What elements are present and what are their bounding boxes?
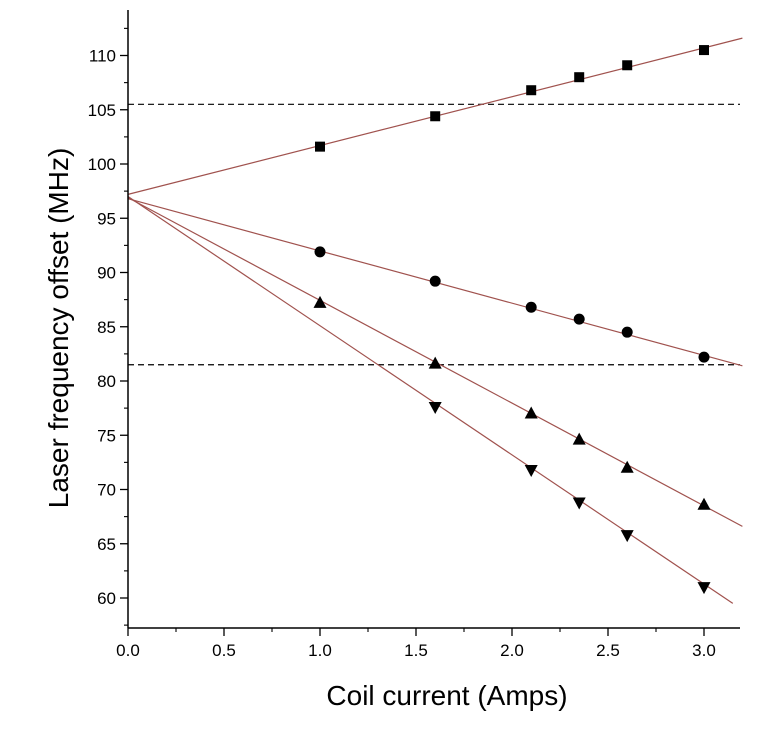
y-tick-label: 110 bbox=[89, 47, 116, 66]
squares-point bbox=[622, 60, 633, 71]
x-tick-label: 1.0 bbox=[308, 641, 332, 660]
up-triangles-point bbox=[697, 497, 711, 510]
y-tick-label: 95 bbox=[97, 209, 116, 228]
y-tick-label: 60 bbox=[97, 589, 116, 608]
x-tick-label: 2.0 bbox=[500, 641, 524, 660]
squares-point bbox=[430, 111, 441, 122]
circles-point bbox=[525, 301, 537, 313]
down-triangles-point bbox=[524, 464, 538, 477]
y-tick-label: 90 bbox=[97, 264, 116, 283]
up-triangles-point bbox=[572, 432, 586, 445]
squares-point bbox=[699, 45, 709, 56]
up-triangles-point bbox=[620, 460, 634, 473]
squares-point bbox=[526, 85, 537, 96]
ticks-layer: 0.0 0.5 1.0 1.5 2.0 2.5 3.0 60 65 70 75 80 85 90 95 100… bbox=[88, 27, 716, 660]
down-triangles-point bbox=[697, 582, 711, 595]
fit-lines-layer bbox=[127, 37, 743, 604]
circles-point bbox=[429, 275, 441, 287]
squares-point bbox=[315, 141, 325, 152]
up-triangles-point bbox=[524, 406, 538, 419]
x-axis-title: Coil current (Amps) bbox=[326, 680, 567, 711]
x-tick-label: 0.5 bbox=[212, 641, 236, 660]
up-triangles-point bbox=[313, 295, 327, 308]
circles-point bbox=[698, 351, 710, 363]
y-tick-label: 105 bbox=[88, 101, 116, 120]
up-triangles-point bbox=[428, 356, 442, 369]
down-triangles-fit-line bbox=[127, 196, 734, 604]
y-axis-title: Laser frequency offset (MHz) bbox=[43, 148, 74, 509]
x-tick-label: 2.5 bbox=[596, 641, 620, 660]
down-triangles-point bbox=[428, 402, 442, 415]
y-tick-label: 65 bbox=[97, 535, 116, 554]
x-tick-label: 1.5 bbox=[404, 641, 428, 660]
axes-layer bbox=[127, 10, 740, 629]
circles-point bbox=[314, 246, 326, 258]
y-tick-label: 100 bbox=[88, 155, 116, 174]
x-tick-label: 0.0 bbox=[116, 641, 140, 660]
reference-lines-layer bbox=[128, 103, 740, 366]
data-points-layer bbox=[313, 45, 711, 595]
down-triangles-point bbox=[620, 530, 634, 543]
y-tick-label: 70 bbox=[97, 481, 116, 500]
y-tick-label: 85 bbox=[97, 318, 116, 337]
circles-point bbox=[573, 313, 585, 325]
x-tick-label: 3.0 bbox=[692, 641, 716, 660]
squares-point bbox=[574, 72, 585, 83]
y-tick-label: 75 bbox=[97, 426, 116, 445]
down-triangles-point bbox=[572, 497, 586, 510]
y-tick-label: 80 bbox=[97, 372, 116, 391]
circles-point bbox=[621, 326, 633, 338]
